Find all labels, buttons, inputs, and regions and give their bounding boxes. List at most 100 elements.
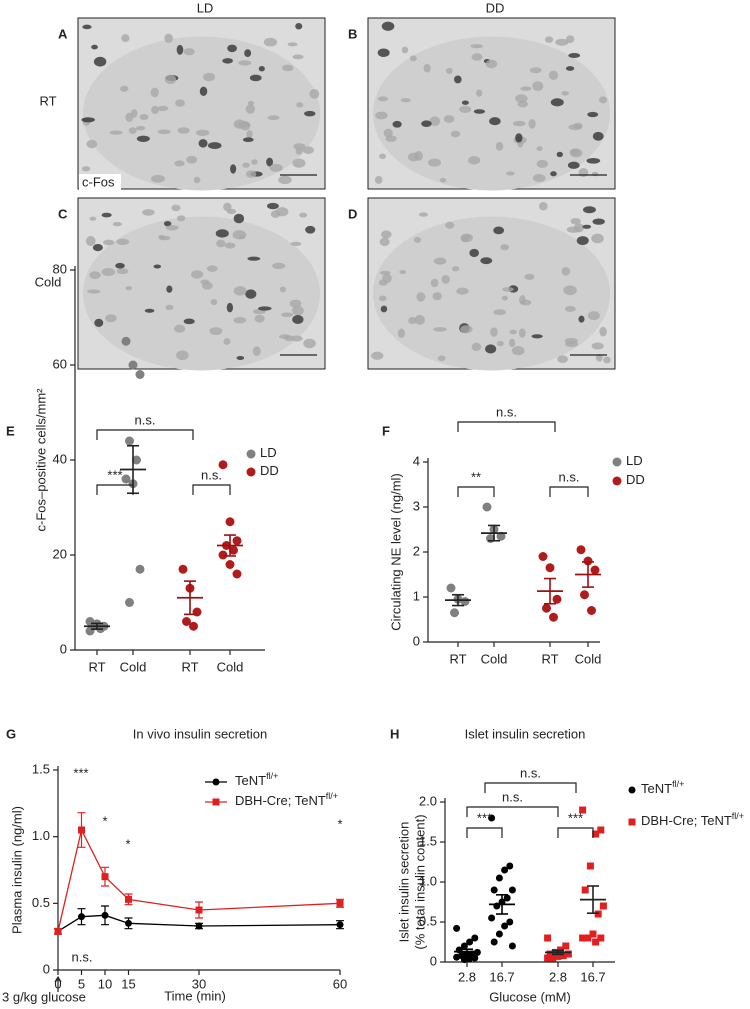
cell [528, 119, 536, 129]
y-axis-label: Circulating NE level (ng/ml) [388, 473, 403, 631]
cell [409, 55, 417, 62]
cell [128, 127, 137, 134]
cell [397, 328, 405, 338]
cell [400, 98, 411, 103]
point [125, 895, 132, 903]
cell [471, 342, 482, 352]
point [85, 626, 95, 636]
cell [82, 24, 92, 30]
point [125, 436, 134, 446]
cell [202, 281, 213, 290]
panel-letter: A [58, 26, 68, 41]
cell [238, 60, 252, 66]
cell [144, 308, 155, 313]
cell [292, 158, 306, 168]
cell [470, 44, 483, 49]
x-tick-label: 30 [192, 976, 206, 991]
cell [529, 67, 542, 74]
point [592, 938, 600, 946]
cell [493, 309, 506, 316]
cell [159, 235, 171, 241]
cell [165, 225, 179, 231]
cell [421, 120, 432, 127]
point [453, 924, 461, 932]
y-tick-label: 1 [413, 588, 420, 603]
cell [233, 119, 246, 129]
point [581, 886, 589, 894]
point [503, 894, 511, 902]
legend-marker [246, 449, 256, 459]
point [584, 934, 592, 942]
x-axis-label: Time (min) [164, 988, 226, 1003]
cell [207, 142, 222, 150]
point [501, 922, 509, 930]
legend-marker [628, 786, 636, 794]
cell [380, 305, 388, 313]
cell [416, 292, 426, 302]
cell [242, 137, 254, 143]
point [544, 954, 552, 962]
point [580, 590, 589, 600]
significance-bracket [484, 782, 577, 793]
point [495, 930, 503, 938]
cell [582, 224, 592, 229]
cell [437, 355, 446, 362]
point [508, 942, 516, 950]
cell [136, 135, 150, 142]
cell [381, 230, 392, 239]
significance-label: *** [477, 810, 492, 825]
cell [519, 295, 526, 305]
cell [517, 100, 528, 108]
point [178, 564, 188, 574]
cell [163, 220, 172, 227]
significance-label: * [102, 813, 107, 828]
legend-marker [212, 778, 220, 786]
cell [101, 268, 116, 276]
legend-name: TeNT [641, 781, 672, 796]
cell [245, 170, 257, 178]
cell [263, 37, 278, 47]
cell [292, 314, 304, 324]
cell [586, 157, 601, 164]
cell [275, 207, 289, 217]
cell [222, 58, 233, 64]
point [589, 930, 597, 938]
legend-superscript: fl/+ [266, 771, 278, 781]
cell [279, 286, 286, 293]
cell [563, 285, 577, 296]
cell [429, 116, 441, 126]
cell [561, 267, 571, 276]
cell [383, 128, 393, 138]
y-tick-label: 4 [413, 453, 420, 468]
y-tick-label: 0.5 [32, 895, 50, 910]
x-tick-label: RT [88, 659, 105, 674]
significance-label: n.s. [72, 949, 93, 964]
y-axis-label: Islet insulin secretion [396, 822, 411, 943]
point [460, 597, 470, 606]
cell [116, 238, 130, 246]
cell [570, 217, 581, 225]
cell [116, 268, 129, 275]
cell [377, 48, 390, 58]
point [592, 830, 600, 838]
cell [556, 151, 563, 158]
cell [150, 87, 159, 98]
cell [258, 306, 272, 311]
legend-label: LD [260, 445, 277, 460]
cell [305, 225, 316, 234]
x-axis-label: Glucose (mM) [489, 989, 571, 1004]
cell [485, 59, 498, 69]
cell [467, 156, 481, 165]
cell [501, 295, 508, 301]
row-label: RT [39, 93, 56, 108]
cell [151, 105, 159, 115]
cell [193, 176, 201, 184]
cell [272, 262, 286, 270]
cell [599, 96, 608, 104]
cell [216, 239, 226, 248]
cell [603, 356, 611, 364]
legend-superscript: fl/+ [672, 779, 684, 789]
cell [578, 315, 585, 323]
cell [153, 264, 162, 269]
cell [292, 54, 304, 60]
